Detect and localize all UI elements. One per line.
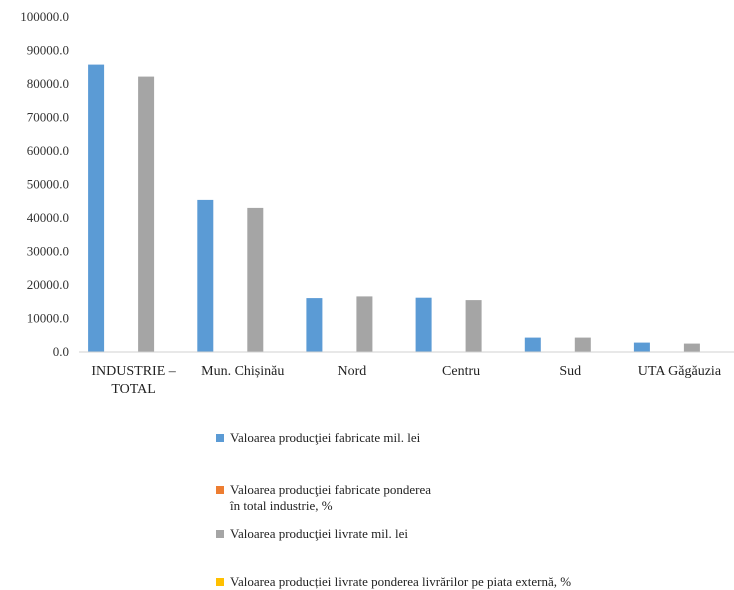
legend-swatch [216,486,224,494]
bar [247,208,263,352]
x-category-label: Nord [338,364,367,379]
bar [356,296,372,352]
legend-item: Valoarea producției livrate ponderea liv… [216,574,571,590]
legend-swatch [216,530,224,538]
bar [416,298,432,352]
legend-label: Valoarea producţiei fabricate ponderea î… [230,482,431,514]
legend-item: Valoarea producţiei fabricate mil. lei [216,430,420,446]
bar [684,344,700,352]
bar [634,343,650,352]
bar [466,300,482,352]
bar [138,77,154,352]
x-axis-categories: INDUSTRIE –TOTAL Mun. Chișinău Nord Centru S… [91,364,721,397]
y-tick-label: 30000.0 [27,244,69,259]
x-category-label: INDUSTRIE –TOTAL [91,364,176,397]
x-category-label: Centru [442,364,480,379]
legend-item: Valoarea producţiei fabricate ponderea î… [216,482,431,514]
legend-label: Valoarea producţiei livrate mil. lei [230,526,408,542]
bar-series [88,65,725,352]
y-tick-label: 80000.0 [27,76,69,91]
bar [306,298,322,352]
y-tick-label: 0.0 [53,344,69,359]
bar [88,65,104,352]
y-axis-ticks: 0.0 10000.0 20000.0 30000.0 40000.0 50000.0 60… [20,9,69,359]
bar-chart: 0.0 10000.0 20000.0 30000.0 40000.0 50000.0 60… [0,0,734,420]
y-tick-label: 50000.0 [27,177,69,192]
x-category-label: Mun. Chișinău [201,364,284,379]
bar [197,200,213,352]
y-tick-label: 90000.0 [27,43,69,58]
y-tick-label: 10000.0 [27,311,69,326]
legend-swatch [216,434,224,442]
x-category-label: Sud [559,364,581,379]
bar [525,338,541,352]
legend-item: Valoarea producţiei livrate mil. lei [216,526,408,542]
y-tick-label: 20000.0 [27,277,69,292]
y-tick-label: 100000.0 [20,9,69,24]
legend-label: Valoarea producției livrate ponderea liv… [230,574,571,590]
y-tick-label: 60000.0 [27,143,69,158]
y-tick-label: 70000.0 [27,110,69,125]
y-tick-label: 40000.0 [27,210,69,225]
bar [575,338,591,352]
legend-label: Valoarea producţiei fabricate mil. lei [230,430,420,446]
x-category-label: UTA Găgăuzia [638,364,722,379]
legend-swatch [216,578,224,586]
